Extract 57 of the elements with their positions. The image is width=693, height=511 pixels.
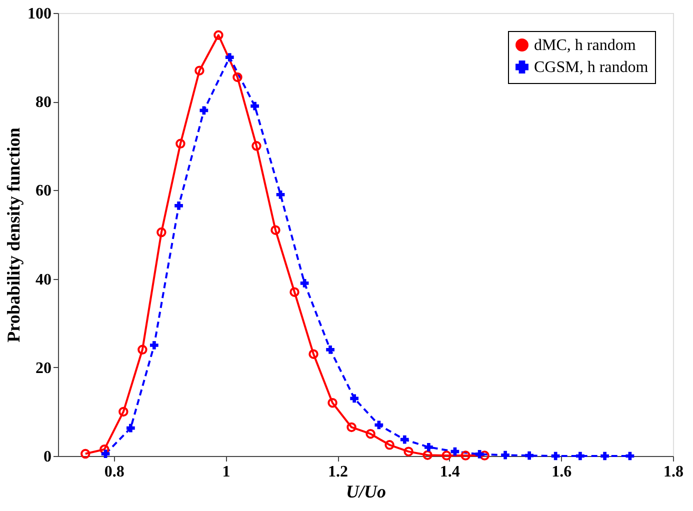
point (225, 53, 234, 62)
y-tick-label: 0 (44, 448, 52, 466)
x-tick-label: 1 (222, 464, 230, 480)
x-tick-label: 1.2 (328, 464, 348, 480)
y-axis-title: Probability density function (4, 128, 24, 342)
y-tick-label: 20 (36, 360, 52, 377)
point (525, 451, 534, 460)
point (422, 450, 432, 460)
point (290, 287, 300, 297)
point (200, 106, 208, 115)
x-axis-title: U/Uo (346, 482, 386, 502)
x-tick-label: 0.8 (104, 464, 124, 480)
point (404, 446, 414, 456)
point (460, 450, 470, 460)
point (176, 138, 186, 149)
point (150, 341, 158, 350)
point (326, 345, 334, 354)
point (308, 349, 318, 359)
point (174, 202, 183, 210)
point (276, 190, 285, 199)
point (551, 452, 560, 460)
point (442, 450, 452, 460)
point (270, 225, 280, 235)
legend-label: CGSM, h random (534, 59, 649, 76)
point (374, 420, 384, 430)
point (100, 444, 110, 454)
point (400, 435, 409, 444)
point (600, 452, 609, 460)
point (214, 30, 224, 40)
y-tick-label: 40 (36, 271, 52, 288)
point (252, 141, 262, 151)
point (138, 344, 148, 355)
point (250, 102, 259, 110)
point (350, 394, 358, 403)
y-tick-label: 100 (28, 6, 52, 22)
point (328, 398, 338, 408)
point (475, 450, 484, 458)
point (576, 452, 584, 460)
point (118, 406, 128, 417)
point (300, 279, 309, 288)
point (194, 66, 204, 76)
point (126, 424, 135, 432)
x-tick-label: 1.8 (664, 464, 684, 480)
point (424, 442, 433, 452)
legend-label: dMC, h random (534, 37, 636, 54)
point (450, 447, 460, 456)
point (346, 422, 356, 432)
y-tick-label: 80 (36, 94, 52, 112)
point (501, 450, 510, 460)
x-tick-label: 1.6 (552, 464, 572, 480)
point (384, 440, 394, 450)
y-tick-label: 60 (36, 182, 52, 200)
point (156, 227, 166, 238)
point (366, 428, 376, 439)
x-tick-label: 1.4 (440, 464, 460, 480)
point (101, 450, 110, 458)
point (232, 72, 242, 82)
